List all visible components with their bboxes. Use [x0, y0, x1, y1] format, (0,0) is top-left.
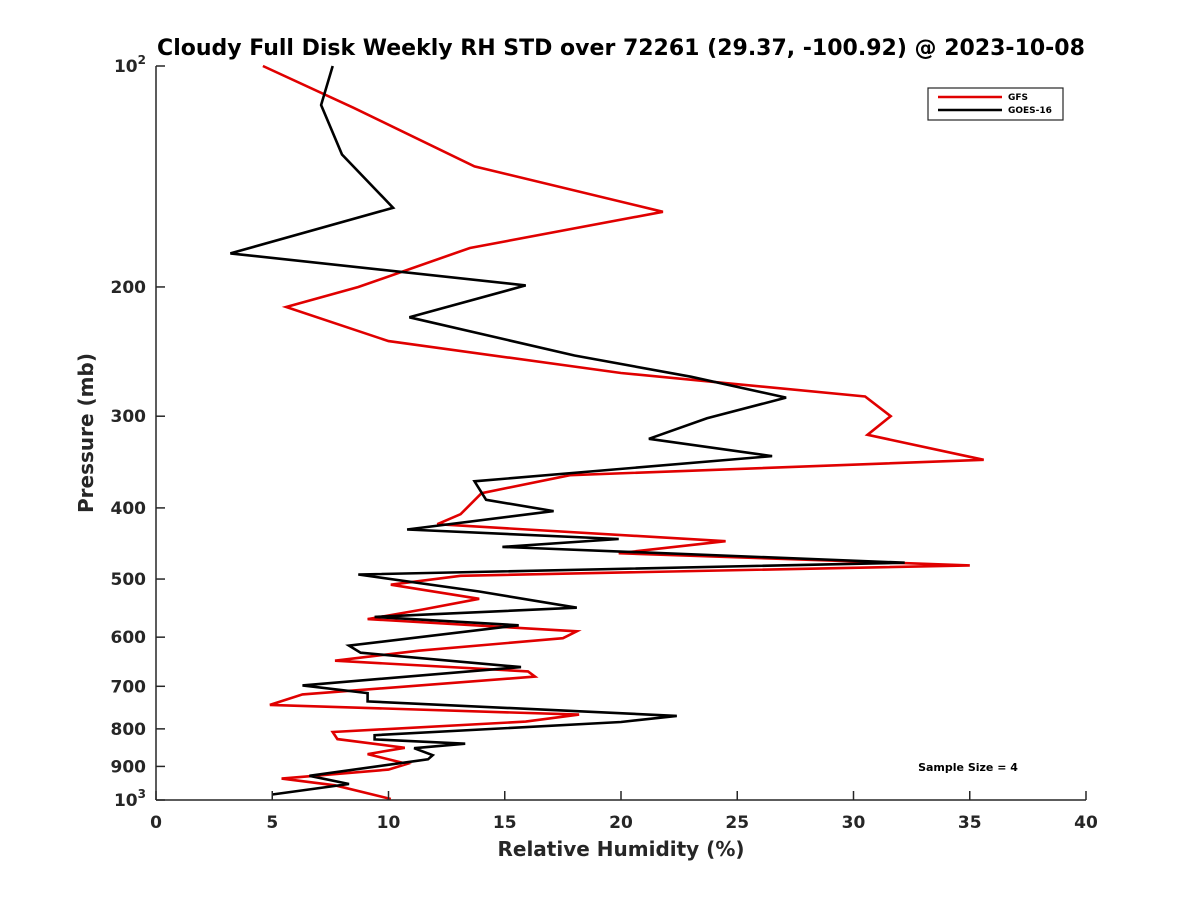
axes: 0 5 10 15 20 25 30 35 40 102 200 300 400 500 600 700 800… [111, 53, 1098, 833]
sample-size-annotation: Sample Size = 4 [918, 761, 1018, 774]
series-lines [230, 64, 984, 801]
x-tick-label: 25 [725, 813, 749, 833]
legend-label: GFS [1008, 93, 1028, 103]
y-tick-label: 400 [111, 499, 147, 519]
x-tick-label: 30 [842, 813, 866, 833]
x-tick-label: 0 [150, 813, 162, 833]
y-axis-label: Pressure (mb) [74, 353, 98, 513]
x-tick-label: 20 [609, 813, 633, 833]
legend-box [927, 87, 1064, 121]
x-tick-label: 15 [493, 813, 517, 833]
y-tick-label: 900 [111, 757, 147, 777]
y-tick-label: 300 [111, 407, 147, 427]
x-tick-label: 40 [1074, 813, 1098, 833]
x-tick-label: 35 [958, 813, 982, 833]
y-tick-label: 800 [111, 720, 147, 740]
y-tick-label: 600 [111, 628, 147, 648]
y-tick-label: 102 [114, 53, 146, 77]
chart-title: Cloudy Full Disk Weekly RH STD over 7226… [157, 36, 1085, 61]
y-tick-label: 200 [111, 278, 147, 298]
y-tick-label: 500 [111, 570, 147, 590]
x-axis-label: Relative Humidity (%) [497, 837, 744, 861]
x-tick-label: 5 [266, 813, 278, 833]
series-line-1 [262, 64, 984, 801]
x-tick-label: 10 [377, 813, 401, 833]
y-tick-label: 700 [111, 677, 147, 697]
legend-label: GOES-16 [1008, 106, 1052, 116]
legend: GFS GOES-16 [927, 87, 1064, 121]
y-tick-label: 103 [114, 787, 146, 811]
series-line-2 [230, 65, 905, 796]
